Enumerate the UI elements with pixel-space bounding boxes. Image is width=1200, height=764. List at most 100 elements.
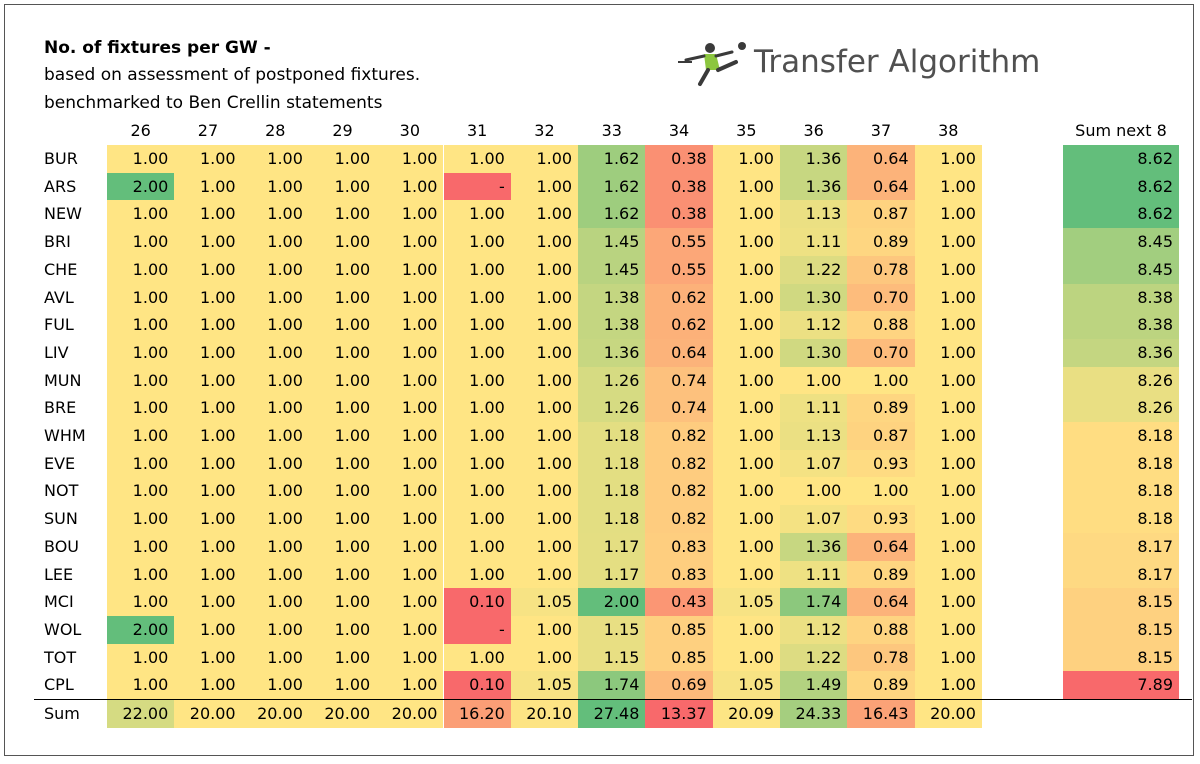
value-cell: 1.00	[712, 200, 780, 229]
value-cell: 1.62	[578, 200, 646, 229]
value-cell: 1.18	[578, 449, 646, 478]
value-cell: 1.00	[780, 477, 848, 506]
value-cell: 0.62	[645, 283, 713, 312]
value-cell: 1.00	[443, 145, 511, 173]
value-cell: 1.00	[241, 643, 309, 672]
gw-header: 35	[736, 121, 757, 140]
gw-header: 30	[399, 121, 421, 140]
gw-header: 31	[466, 121, 488, 140]
value-cell: 1.00	[107, 422, 175, 450]
value-cell: 0.38	[645, 172, 713, 201]
gw-header: 28	[265, 121, 286, 140]
value-cell: 1.00	[107, 255, 175, 284]
sum-cell: 16.43	[847, 700, 915, 728]
team-label: MCI	[44, 592, 74, 612]
sum-next-8-cell: 8.26	[1063, 394, 1179, 423]
sum-next-8-cell: 8.18	[1063, 422, 1179, 450]
sum-cell: 24.33	[780, 700, 848, 728]
team-label: MUN	[44, 370, 82, 390]
value-cell: 1.00	[107, 338, 175, 367]
sum-cell: 22.00	[107, 700, 175, 728]
value-cell: 1.00	[914, 283, 982, 312]
gw-header: 34	[668, 121, 690, 140]
team-label: FUL	[44, 315, 74, 335]
value-cell: 1.00	[914, 505, 982, 534]
sum-next-8-cell: 8.36	[1063, 338, 1179, 367]
value-cell: 1.00	[308, 172, 377, 201]
value-cell: 0.70	[847, 338, 915, 367]
value-cell: 1.00	[914, 172, 982, 201]
team-label: LIV	[44, 342, 69, 362]
sum-next-8-cell: 8.45	[1063, 255, 1179, 284]
value-cell: 1.00	[107, 560, 175, 589]
value-cell: 1.00	[376, 588, 444, 617]
value-cell: 1.11	[780, 228, 848, 257]
sum-next-8-cell: 8.17	[1063, 532, 1179, 561]
value-cell: 1.00	[510, 505, 579, 534]
sum-next-8-cell: 8.62	[1063, 200, 1179, 229]
value-cell: 1.00	[376, 200, 444, 229]
value-cell: 0.64	[847, 172, 915, 201]
sum-label: Sum	[44, 704, 80, 723]
value-cell: 1.00	[174, 283, 242, 312]
value-cell: 1.00	[376, 532, 444, 561]
gw-header: 36	[803, 121, 824, 140]
value-cell: 1.00	[510, 255, 579, 284]
value-cell: 1.00	[712, 394, 780, 423]
team-label: SUN	[44, 509, 78, 529]
footballer-kick-icon	[678, 42, 746, 86]
value-cell: 1.00	[914, 671, 982, 700]
value-cell: 1.00	[712, 532, 780, 561]
value-cell: 1.00	[308, 560, 377, 589]
value-cell: 1.00	[376, 283, 444, 312]
value-cell: 1.00	[376, 505, 444, 534]
value-cell: 1.00	[376, 643, 444, 672]
value-cell: 1.00	[914, 560, 982, 589]
value-cell: 1.00	[847, 477, 915, 506]
value-cell: 1.00	[712, 505, 780, 534]
value-cell: 0.82	[645, 505, 713, 534]
value-cell: 0.38	[645, 200, 713, 229]
value-cell: 1.00	[510, 422, 579, 450]
value-cell: 1.00	[308, 422, 377, 450]
gw-header: 38	[938, 121, 959, 140]
gw-header: 33	[601, 121, 622, 140]
value-cell: 1.17	[578, 560, 646, 589]
value-cell: 1.12	[780, 615, 848, 644]
value-cell: 1.00	[107, 505, 175, 534]
value-cell: 1.00	[174, 366, 242, 395]
value-cell: 1.00	[107, 671, 175, 700]
value-cell: 1.00	[241, 588, 309, 617]
value-cell: 1.00	[308, 145, 377, 173]
value-cell: 0.78	[847, 255, 915, 284]
value-cell: 1.30	[780, 338, 848, 367]
value-cell: 1.00	[241, 532, 309, 561]
value-cell: 1.36	[780, 145, 848, 173]
value-cell: 1.00	[443, 560, 511, 589]
value-cell: 1.00	[241, 505, 309, 534]
value-cell: 1.00	[376, 394, 444, 423]
value-cell: 1.74	[578, 671, 646, 700]
value-cell: 1.00	[914, 643, 982, 672]
value-cell: 0.85	[645, 643, 713, 672]
value-cell: 1.00	[712, 255, 780, 284]
value-cell: -	[443, 172, 511, 201]
value-cell: 0.89	[847, 228, 915, 257]
chart-title: No. of fixtures per GW -	[44, 38, 271, 58]
value-cell: 1.00	[241, 477, 309, 506]
value-cell: 2.00	[578, 588, 646, 617]
value-cell: 1.00	[376, 477, 444, 506]
sum-next-8-cell: 8.15	[1063, 588, 1179, 617]
value-cell: 0.93	[847, 505, 915, 534]
sum-cell: 16.20	[443, 700, 511, 728]
value-cell: 1.00	[308, 255, 377, 284]
value-cell: 0.89	[847, 394, 915, 423]
value-cell: 1.00	[308, 477, 377, 506]
value-cell: 1.00	[107, 449, 175, 478]
value-cell: 0.55	[645, 228, 713, 257]
value-cell: 1.00	[241, 338, 309, 367]
value-cell: 0.74	[645, 366, 713, 395]
value-cell: 0.10	[443, 671, 511, 700]
sum-cell: 20.00	[914, 700, 982, 728]
value-cell: 0.70	[847, 283, 915, 312]
